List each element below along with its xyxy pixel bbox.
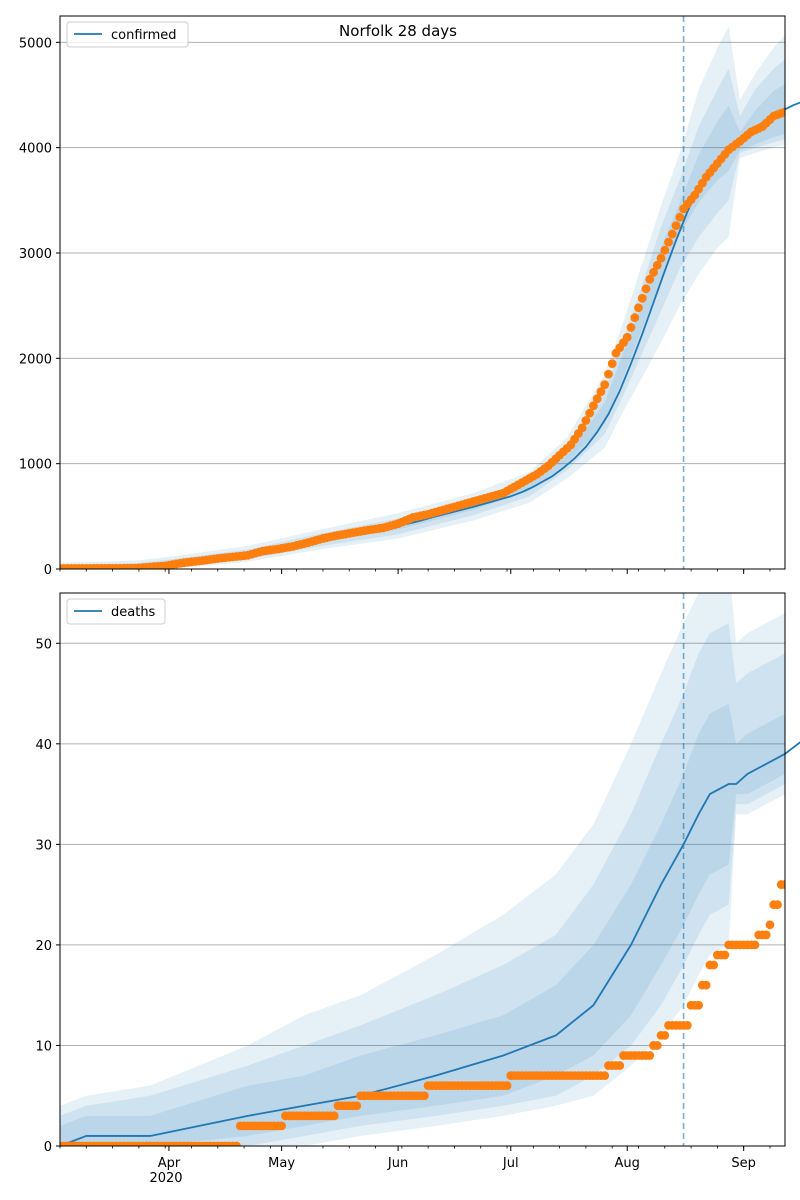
observed-point: [329, 1111, 339, 1121]
observed-point: [581, 416, 591, 425]
confirmed-uncertainty-bands: [60, 26, 785, 569]
confirmed-x-ticks: [59, 569, 771, 574]
y-tick-label: 10: [35, 1039, 52, 1054]
observed-point: [660, 245, 670, 255]
observed-point: [592, 394, 602, 404]
observed-point: [232, 1141, 241, 1146]
x-tick-label: Aug: [615, 1156, 640, 1171]
observed-point: [675, 212, 685, 222]
observed-point: [671, 221, 681, 231]
x-tick-label: Jun: [387, 1156, 408, 1171]
x-tick-label: Sep: [731, 1156, 756, 1171]
observed-point: [765, 920, 775, 930]
figure-title: Norfolk 28 days: [339, 22, 457, 40]
legend-label-deaths: deaths: [111, 605, 156, 620]
observed-point: [667, 229, 677, 239]
observed-point: [709, 960, 719, 970]
y-tick-label: 30: [35, 838, 52, 853]
observed-point: [577, 423, 587, 433]
deaths-y-axis: 0 10 20 30 40 50: [35, 637, 60, 1155]
observed-point: [656, 253, 666, 263]
observed-point: [761, 930, 771, 940]
deaths-legend[interactable]: deaths: [66, 598, 166, 625]
observed-point: [419, 1091, 429, 1101]
x-tick-label: Jul: [502, 1156, 519, 1171]
observed-point: [585, 408, 595, 418]
uncertainty-band: [60, 703, 785, 1146]
observed-point: [796, 860, 800, 869]
confirmed-panel: 0 1000 2000 3000 4000 5000 confirmed: [19, 15, 800, 578]
uncertainty-band: [60, 83, 785, 569]
observed-point: [502, 1081, 512, 1091]
legend-box: [66, 21, 189, 48]
observed-point: [660, 1031, 670, 1040]
x-tick-label: May: [268, 1156, 295, 1171]
x-year-label: 2020: [149, 1171, 182, 1186]
observed-point: [622, 332, 632, 342]
observed-point: [773, 900, 782, 910]
observed-point: [788, 880, 797, 889]
deaths-uncertainty-bands: [60, 593, 785, 1146]
observed-point: [652, 260, 662, 270]
confirmed-axes-frame: [59, 15, 786, 570]
y-tick-label: 5000: [19, 36, 52, 51]
uncertainty-band: [60, 623, 785, 1146]
x-tick-label: Apr: [158, 1156, 181, 1171]
observed-point: [604, 369, 613, 379]
observed-point: [600, 380, 610, 390]
observed-point: [664, 237, 673, 247]
deaths-axes-frame: [59, 592, 786, 1147]
y-tick-label: 4000: [19, 142, 52, 157]
observed-point: [780, 880, 785, 889]
y-tick-label: 40: [35, 738, 52, 753]
y-tick-label: 1000: [19, 458, 52, 473]
observed-point: [596, 387, 606, 397]
confirmed-observed-points: [60, 107, 785, 569]
y-tick-label: 50: [35, 637, 52, 652]
observed-point: [701, 980, 711, 990]
deaths-x-axis: Apr May Jun Jul Aug Sep: [59, 1146, 771, 1171]
y-tick-label: 3000: [19, 247, 52, 262]
uncertainty-band: [60, 59, 785, 569]
observed-point: [641, 284, 651, 294]
observed-point: [634, 303, 643, 313]
deaths-panel: 0 10 20 30 40 50 Apr May Jun Jul Aug Sep deaths 20…: [35, 592, 800, 1186]
uncertainty-band: [60, 593, 785, 1146]
observed-point: [645, 1051, 655, 1060]
uncertainty-band: [60, 26, 785, 569]
observed-point: [682, 1020, 692, 1030]
observed-point: [589, 401, 598, 411]
observed-point: [630, 313, 640, 323]
observed-point: [780, 107, 785, 117]
observed-point: [352, 1101, 362, 1111]
confirmed-legend[interactable]: confirmed: [66, 21, 189, 48]
observed-point: [750, 940, 760, 950]
observed-point: [615, 1061, 625, 1070]
y-tick-label: 0: [44, 563, 52, 578]
observed-point: [600, 1071, 610, 1081]
observed-point: [784, 882, 785, 887]
observed-point: [720, 950, 730, 960]
observed-point: [607, 359, 617, 368]
y-tick-label: 0: [44, 1140, 52, 1155]
observed-point: [792, 860, 800, 869]
y-tick-label: 2000: [19, 352, 52, 367]
confirmed-y-axis: 0 1000 2000 3000 4000 5000: [19, 36, 60, 578]
observed-point: [645, 274, 655, 284]
observed-point: [652, 1041, 662, 1050]
y-tick-label: 20: [35, 939, 52, 954]
observed-point: [694, 1000, 704, 1010]
observed-point: [626, 323, 636, 332]
deaths-model-line: [59, 741, 800, 1147]
observed-point: [637, 293, 647, 303]
legend-label-confirmed: confirmed: [111, 28, 177, 43]
observed-point: [649, 267, 658, 277]
deaths-grid: [60, 642, 785, 1046]
deaths-observed-points: [60, 860, 800, 1146]
observed-point: [277, 1121, 287, 1131]
legend-box: [66, 598, 166, 625]
